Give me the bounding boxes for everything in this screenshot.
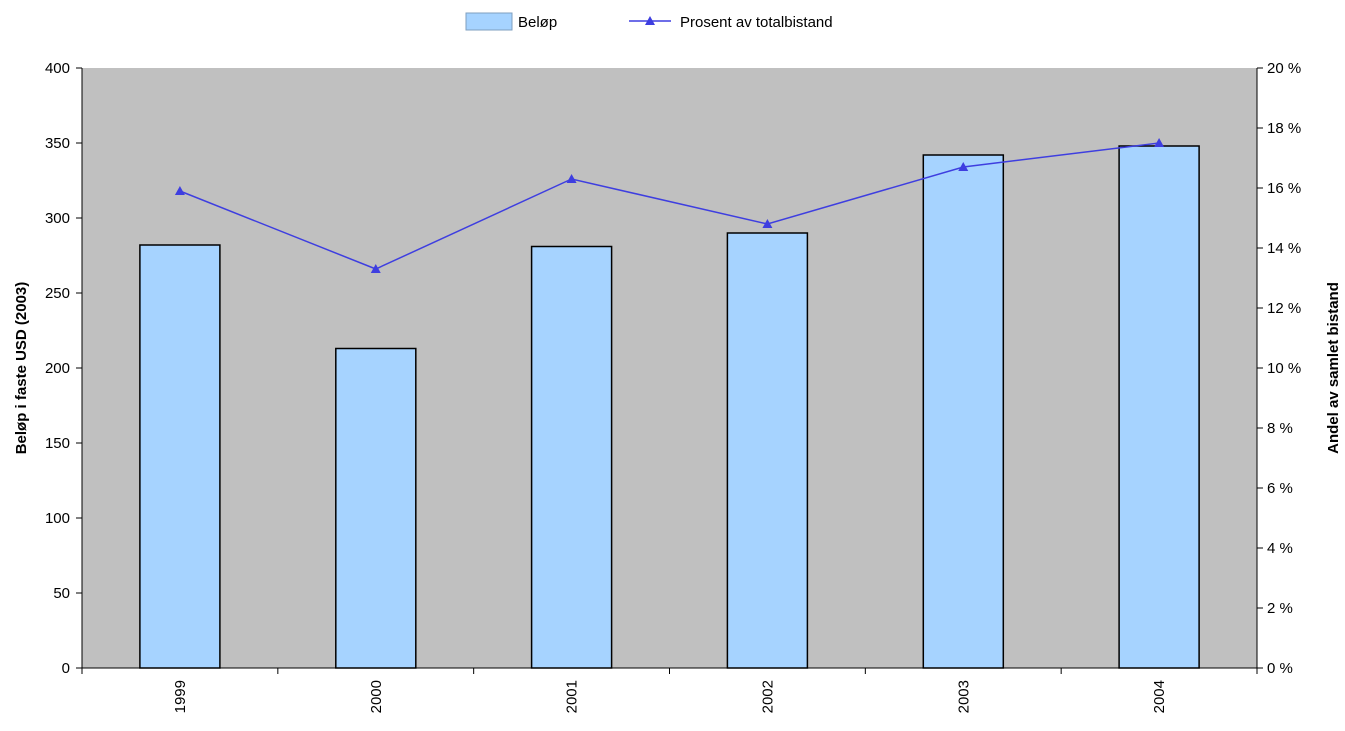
right-tick-label: 12 %: [1267, 300, 1301, 317]
left-tick-label: 400: [45, 60, 70, 77]
point-marker: [958, 162, 969, 171]
legend-swatch-bar: [465, 12, 513, 31]
left-tick-label: 350: [45, 135, 70, 152]
x-tick-label: 2003: [955, 680, 972, 713]
right-tick-label: 20 %: [1267, 60, 1301, 77]
right-tick-label: 2 %: [1267, 600, 1293, 617]
point-marker: [566, 174, 577, 183]
right-tick-label: 10 %: [1267, 360, 1301, 377]
bar: [922, 154, 1005, 669]
bar: [1118, 145, 1200, 669]
left-tick-label: 200: [45, 360, 70, 377]
left-tick-label: 0: [62, 660, 70, 677]
x-tick-label: 2000: [368, 680, 385, 713]
legend-label-bar: Beløp: [518, 14, 557, 31]
right-axis-title: Andel av samlet bistand: [1325, 282, 1342, 454]
line-series: [174, 138, 1165, 273]
point-marker: [370, 264, 381, 273]
x-tick-label: 2004: [1151, 680, 1168, 713]
left-tick-label: 100: [45, 510, 70, 527]
left-tick-label: 150: [45, 435, 70, 452]
x-tick-label: 2001: [564, 680, 581, 713]
legend: Beløp Prosent av totalbistand: [465, 12, 833, 31]
legend-label-line: Prosent av totalbistand: [680, 14, 833, 31]
x-axis-ticks: 1999 2000 2001 2002 2003 2004: [81, 668, 1258, 713]
right-tick-label: 8 %: [1267, 420, 1293, 437]
right-tick-label: 4 %: [1267, 540, 1293, 557]
bar: [530, 245, 613, 669]
left-tick-label: 300: [45, 210, 70, 227]
left-axis-ticks: 0 50 100 150 200 250 300 350 400: [45, 60, 82, 677]
point-marker: [1154, 138, 1165, 147]
right-tick-label: 14 %: [1267, 240, 1301, 257]
left-tick-label: 50: [53, 585, 70, 602]
legend-marker-triangle: [645, 16, 655, 25]
bar-series: [139, 145, 1200, 669]
left-axis-title: Beløp i faste USD (2003): [13, 282, 30, 455]
left-tick-label: 250: [45, 285, 70, 302]
right-tick-label: 16 %: [1267, 180, 1301, 197]
point-marker: [174, 186, 185, 195]
bar: [139, 244, 221, 669]
bar: [335, 347, 417, 669]
point-marker: [762, 219, 773, 228]
right-tick-label: 0 %: [1267, 660, 1293, 677]
x-tick-label: 1999: [172, 680, 189, 713]
right-axis-ticks: 0 % 2 % 4 % 6 % 8 % 10 % 12 % 14 % 16 % 18 % 20 %: [1257, 60, 1301, 677]
series-line: [179, 142, 1160, 270]
right-tick-label: 6 %: [1267, 480, 1293, 497]
plot-area: [82, 68, 1257, 668]
x-tick-label: 2002: [759, 680, 776, 713]
right-tick-label: 18 %: [1267, 120, 1301, 137]
bar: [726, 232, 809, 669]
